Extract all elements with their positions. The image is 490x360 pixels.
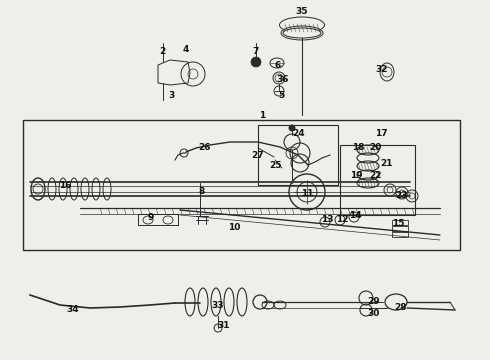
Text: 3: 3 — [168, 90, 174, 99]
Circle shape — [251, 57, 261, 67]
Text: 35: 35 — [296, 8, 308, 17]
Text: 32: 32 — [376, 66, 388, 75]
Text: 7: 7 — [253, 48, 259, 57]
Circle shape — [289, 125, 295, 131]
Ellipse shape — [283, 28, 321, 38]
Text: 23: 23 — [395, 192, 407, 201]
Bar — [392, 220, 408, 225]
Text: 9: 9 — [148, 213, 154, 222]
Text: 31: 31 — [218, 320, 230, 329]
Text: 5: 5 — [278, 90, 284, 99]
Text: 16: 16 — [59, 181, 71, 190]
Text: 28: 28 — [394, 302, 406, 311]
Text: 21: 21 — [380, 159, 392, 168]
Text: 18: 18 — [352, 144, 364, 153]
Text: 24: 24 — [293, 129, 305, 138]
Text: 19: 19 — [350, 171, 362, 180]
Text: 25: 25 — [269, 161, 281, 170]
Text: 14: 14 — [349, 211, 361, 220]
Text: 12: 12 — [336, 216, 348, 225]
Bar — [392, 232, 408, 237]
Bar — [258, 125, 338, 185]
Text: 36: 36 — [277, 76, 289, 85]
Text: 22: 22 — [369, 171, 381, 180]
Text: 2: 2 — [159, 48, 165, 57]
Bar — [340, 145, 415, 215]
Text: 13: 13 — [321, 216, 333, 225]
Text: 8: 8 — [199, 188, 205, 197]
Text: 30: 30 — [368, 310, 380, 319]
Text: 4: 4 — [183, 45, 189, 54]
Text: 1: 1 — [259, 111, 265, 120]
Text: 20: 20 — [369, 144, 381, 153]
Bar — [392, 226, 408, 231]
Text: 15: 15 — [392, 220, 404, 229]
Text: 26: 26 — [198, 144, 210, 153]
Text: 11: 11 — [301, 189, 313, 198]
Text: 29: 29 — [368, 297, 380, 306]
Text: 6: 6 — [275, 60, 281, 69]
Text: 10: 10 — [228, 222, 240, 231]
Text: 34: 34 — [67, 306, 79, 315]
Text: 33: 33 — [212, 302, 224, 310]
Bar — [23, 120, 460, 250]
Text: 17: 17 — [375, 129, 387, 138]
Text: 27: 27 — [252, 150, 264, 159]
